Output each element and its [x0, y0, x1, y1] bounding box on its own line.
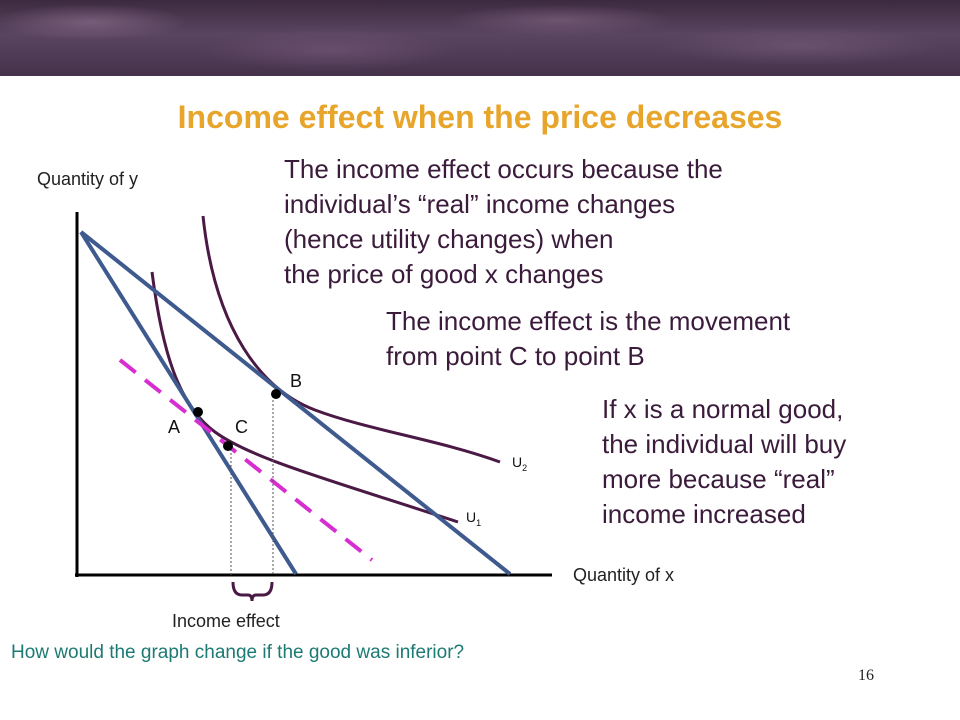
slide-title: Income effect when the price decreases: [177, 99, 783, 135]
point-b-label: B: [290, 371, 302, 391]
point-a-label: A: [168, 417, 180, 437]
x-axis-label: Quantity of x: [573, 565, 675, 585]
curve-label-u2: U2: [512, 454, 527, 473]
compensated-budget-line: [118, 358, 374, 562]
curve-label-u1: U1: [466, 509, 481, 528]
inferior-good-question: How would the graph change if the good w…: [11, 642, 465, 663]
point-c-label: C: [235, 417, 248, 437]
point-b-marker: [271, 389, 281, 399]
header-banner: [0, 0, 960, 76]
y-axis-label: Quantity of y: [37, 169, 139, 189]
income-effect-label: Income effect: [172, 611, 280, 631]
point-c-marker: [223, 441, 233, 451]
original-budget-line: [79, 230, 298, 576]
explanation-paragraph-1: The income effect occurs because the ind…: [284, 154, 723, 289]
indifference-curve-u2: [201, 215, 501, 464]
explanation-paragraph-2: The income effect is the movement from p…: [386, 306, 791, 371]
page-number: 16: [858, 667, 874, 684]
income-effect-brace: [231, 581, 274, 602]
indifference-curve-u1: [150, 271, 459, 524]
explanation-paragraph-3: If x is a normal good, the individual wi…: [602, 394, 847, 529]
new-budget-line: [79, 230, 512, 576]
point-a-marker: [193, 407, 203, 417]
